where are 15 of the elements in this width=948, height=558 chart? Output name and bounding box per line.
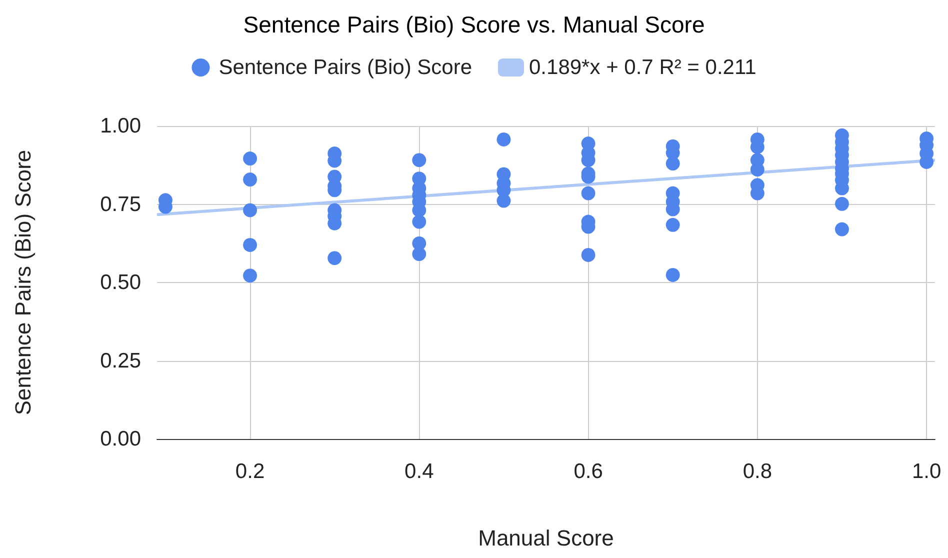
- y-tick-label: 0.00: [100, 428, 141, 450]
- y-tick-label: 0.75: [100, 192, 141, 216]
- x-axis-title: Manual Score: [478, 526, 614, 550]
- y-tick-label: 1.00: [100, 114, 141, 138]
- y-tick-label: 0.50: [100, 271, 141, 294]
- y-tick-label: 0.25: [100, 349, 141, 372]
- legend-label: 0.189*x + 0.7 R² = 0.211: [529, 56, 756, 79]
- x-tick-label: 0.2: [235, 460, 265, 483]
- x-tick-label: 0.6: [574, 460, 603, 483]
- chart-title: Sentence Pairs (Bio) Score vs. Manual Score: [243, 12, 705, 38]
- x-tick-label: 0.4: [404, 460, 434, 483]
- x-tick-label: 1.0: [912, 460, 942, 483]
- legend-label: Sentence Pairs (Bio) Score: [218, 56, 472, 79]
- x-tick-label: 0.8: [742, 460, 772, 483]
- y-axis-title: Sentence Pairs (Bio) Score: [10, 150, 36, 416]
